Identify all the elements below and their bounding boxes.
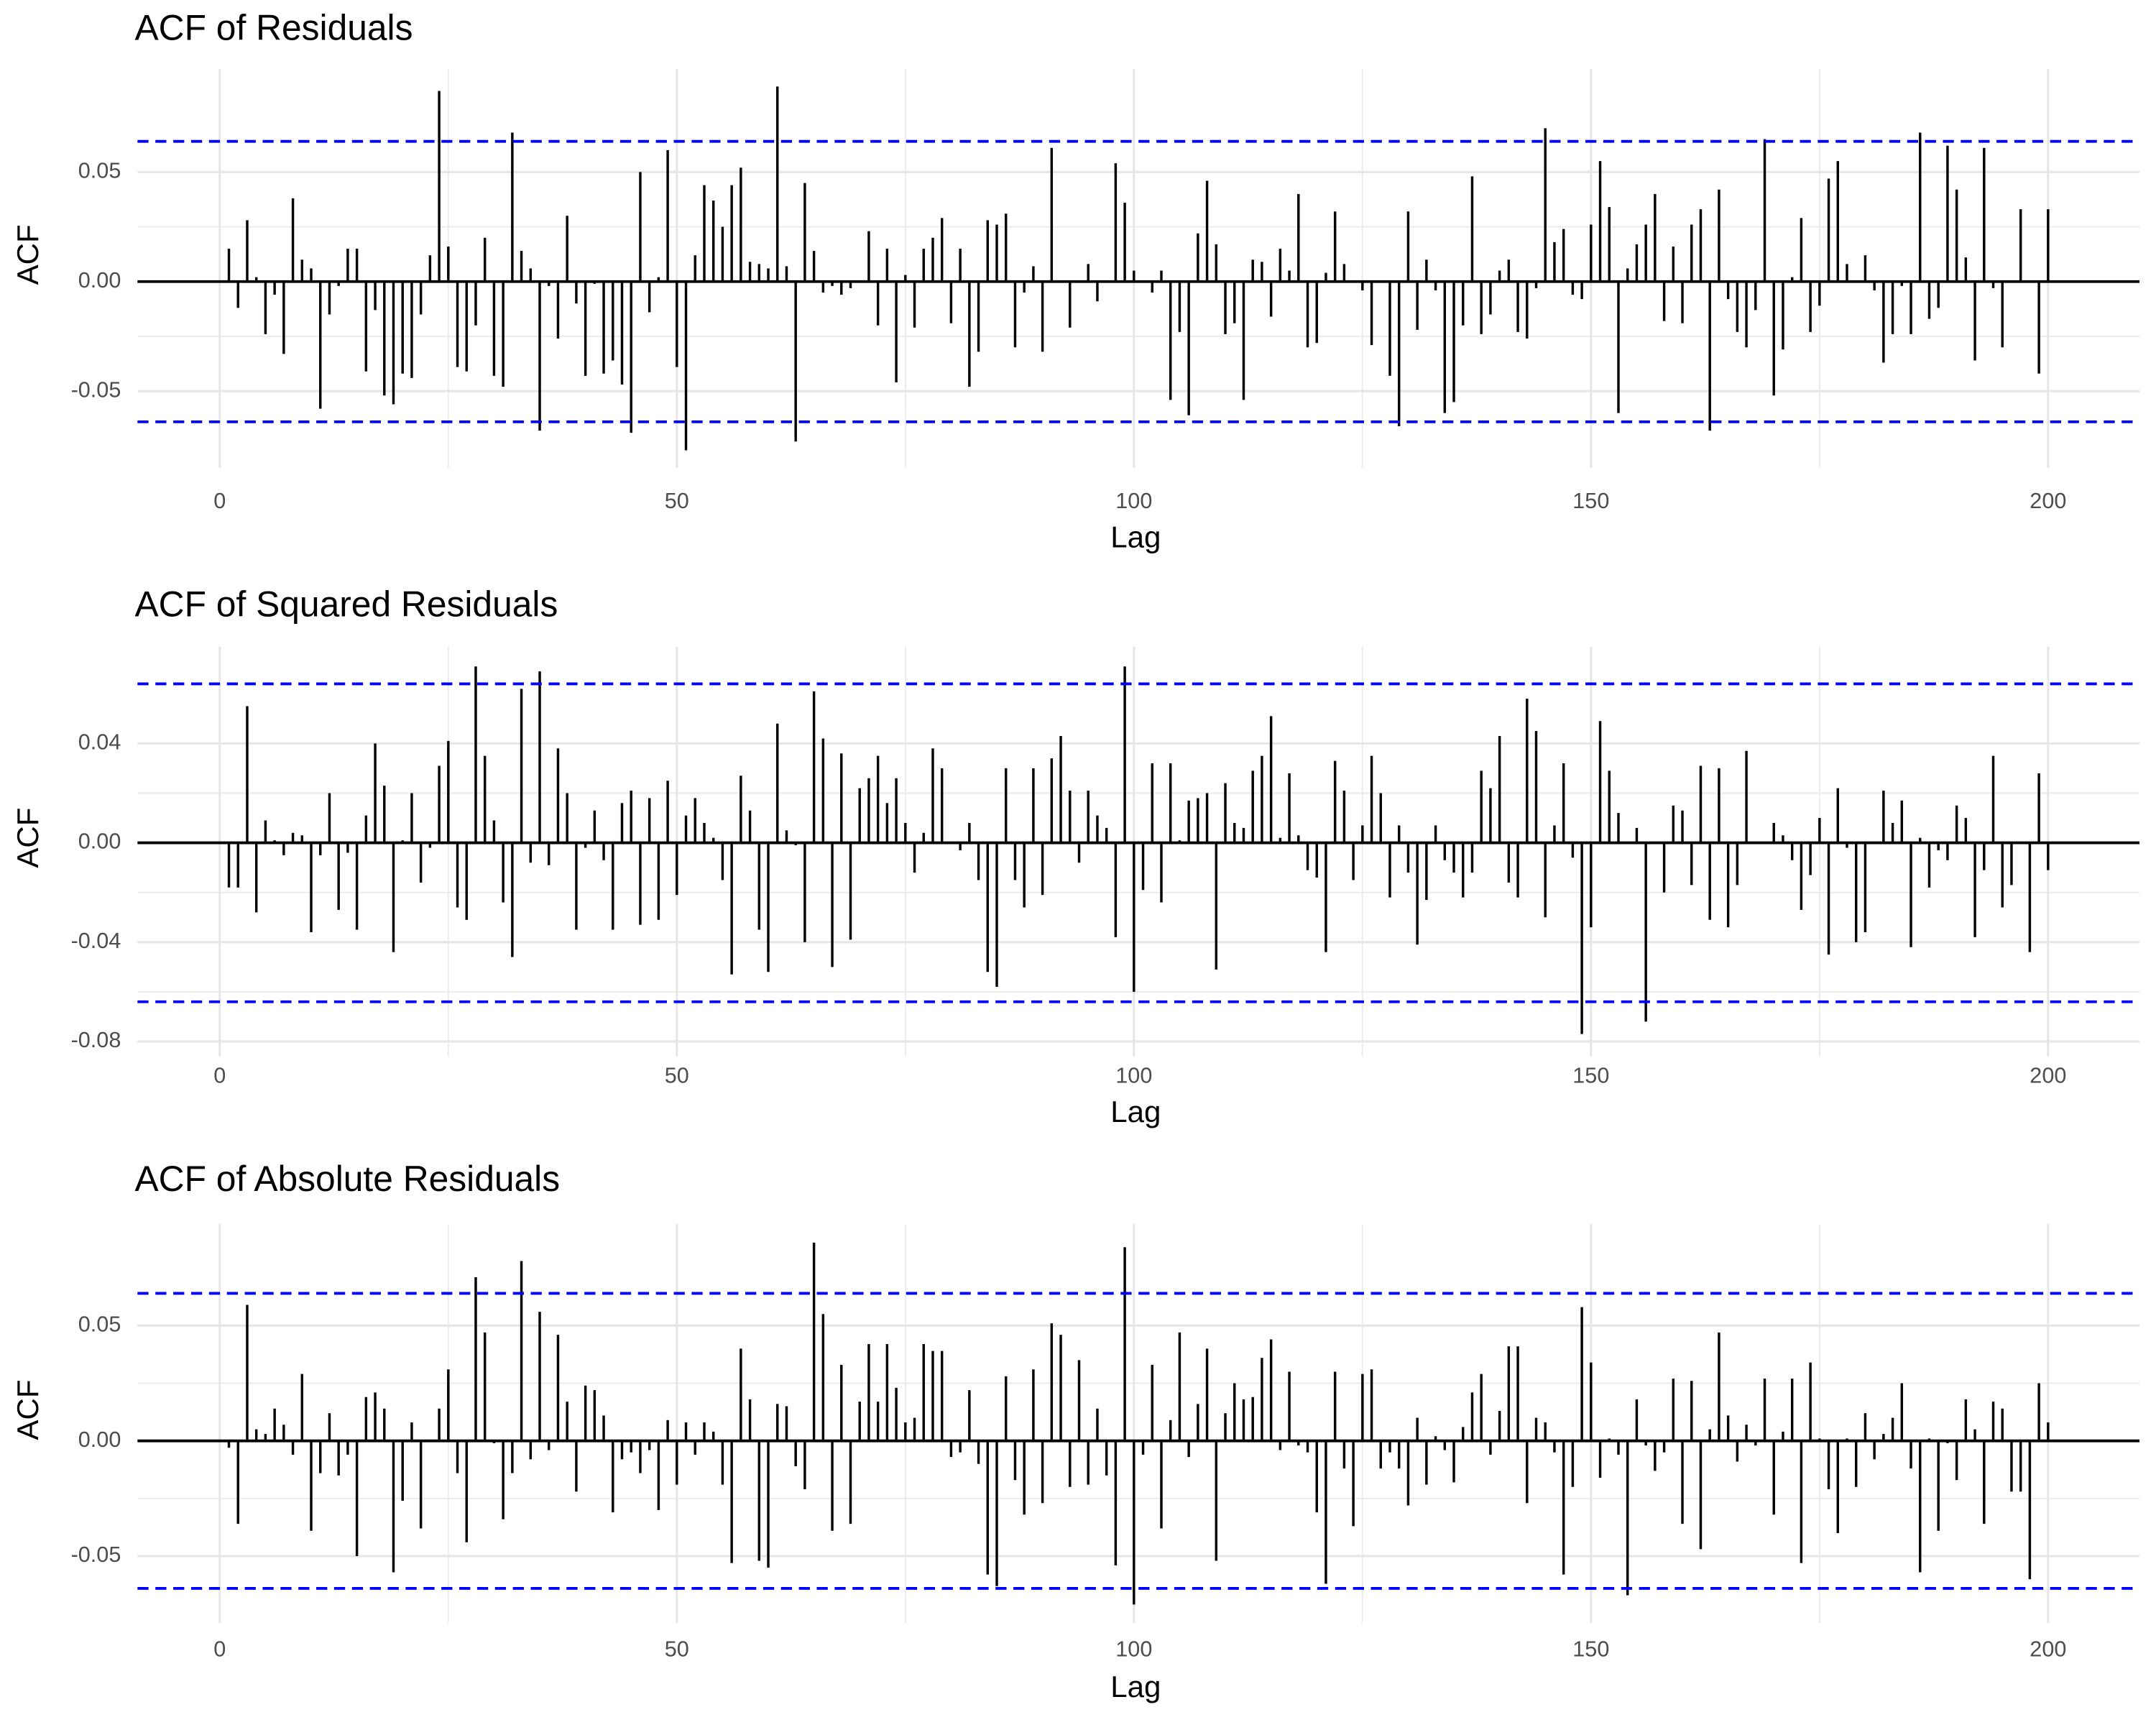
x-tick-label: 150 xyxy=(1572,489,1609,513)
y-tick-label: -0.05 xyxy=(71,377,121,402)
x-tick-label: 150 xyxy=(1572,1637,1609,1661)
x-tick-label: 50 xyxy=(665,1637,689,1661)
y-tick-label: 0.00 xyxy=(78,268,121,293)
x-tick-label: 50 xyxy=(665,1064,689,1088)
x-axis-label: Lag xyxy=(1110,1670,1161,1703)
x-tick-label: 200 xyxy=(2030,1637,2066,1661)
y-tick-label: 0.04 xyxy=(78,730,121,754)
x-tick-label: 100 xyxy=(1115,1637,1152,1661)
x-tick-label: 0 xyxy=(213,1064,226,1088)
x-tick-label: 150 xyxy=(1572,1064,1609,1088)
x-tick-label: 50 xyxy=(665,489,689,513)
y-tick-label: -0.04 xyxy=(71,929,121,953)
y-tick-label: -0.08 xyxy=(71,1028,121,1052)
panel: ACF of Residuals -0.05 0.00 0.05 0 50 100 150 20… xyxy=(11,8,2140,554)
y-tick-label: 0.05 xyxy=(78,158,121,183)
x-axis-label: Lag xyxy=(1110,520,1161,554)
chart-title: ACF of Absolute Residuals xyxy=(134,1159,560,1199)
y-tick-label: -0.05 xyxy=(71,1542,121,1567)
x-tick-label: 0 xyxy=(213,1637,226,1661)
chart-title: ACF of Squared Residuals xyxy=(134,584,558,624)
panel: ACF of Squared Residuals -0.08 -0.04 0.00 0.… xyxy=(11,584,2140,1128)
x-tick-label: 100 xyxy=(1115,489,1152,513)
y-axis-label: ACF xyxy=(11,224,45,285)
chart-title: ACF of Residuals xyxy=(134,8,413,48)
x-tick-label: 0 xyxy=(213,489,226,513)
y-tick-label: 0.05 xyxy=(78,1312,121,1336)
panel: ACF of Absolute Residuals -0.05 0.00 0.05 0 5… xyxy=(11,1159,2140,1703)
x-tick-label: 200 xyxy=(2030,489,2066,513)
x-tick-label: 200 xyxy=(2030,1064,2066,1088)
y-axis-label: ACF xyxy=(11,1379,45,1440)
y-tick-label: 0.00 xyxy=(78,829,121,854)
x-tick-label: 100 xyxy=(1115,1064,1152,1088)
y-axis-label: ACF xyxy=(11,807,45,868)
x-axis-label: Lag xyxy=(1110,1095,1161,1128)
y-tick-label: 0.00 xyxy=(78,1427,121,1452)
